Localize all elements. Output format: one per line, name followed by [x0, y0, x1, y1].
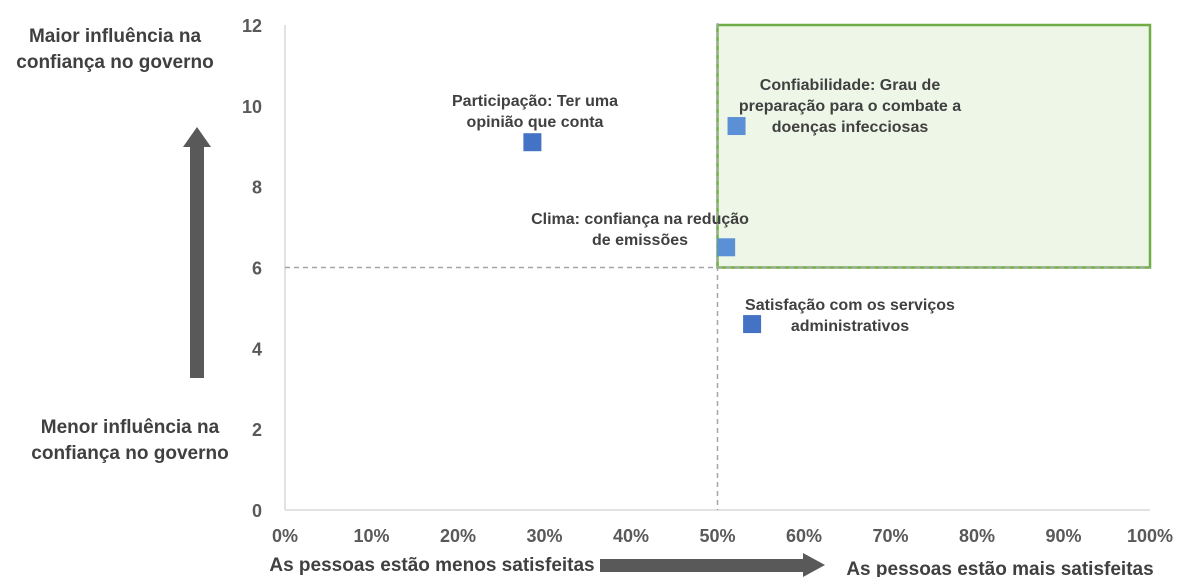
vertical-arrow-shaft [190, 145, 204, 378]
y-tick-label: 0 [252, 501, 262, 521]
y-annotation-high: Maior influência na [29, 26, 202, 47]
y-tick-label: 10 [242, 97, 262, 117]
y-annotation-high: confiança no governo [16, 52, 213, 73]
y-annotation-low: confiança no governo [31, 443, 228, 464]
data-label: preparação para o combate a [739, 98, 961, 115]
data-label: de emissões [592, 232, 688, 249]
y-tick-label: 2 [252, 420, 262, 440]
data-label: Confiabilidade: Grau de [760, 77, 941, 94]
data-point [523, 133, 542, 152]
data-label: Satisfação com os serviços [745, 297, 955, 314]
x-tick-label: 0% [272, 526, 298, 546]
data-label: Participação: Ter uma [452, 93, 618, 110]
data-label: opinião que conta [467, 114, 604, 131]
data-label: administrativos [791, 318, 909, 335]
data-point [717, 238, 736, 257]
x-annotation-high: As pessoas estão mais satisfeitas [846, 559, 1153, 577]
plot-area: 0 2 4 6 8 10 12 0% 10% 20% 30% 40% 50% 60% 70% 80% 90% 10… [242, 16, 1173, 546]
x-tick-label: 60% [786, 526, 822, 546]
x-tick-label: 30% [526, 526, 562, 546]
y-tick-label: 12 [242, 16, 262, 36]
data-point [743, 315, 762, 334]
x-annotation-low: As pessoas estão menos satisfeitas [269, 555, 594, 576]
y-annotation-low: Menor influência na [41, 417, 220, 438]
vertical-arrow-head [183, 127, 211, 147]
x-tick-label: 80% [959, 526, 995, 546]
x-tick-label: 90% [1045, 526, 1081, 546]
x-tick-label: 20% [440, 526, 476, 546]
y-tick-label: 8 [252, 178, 262, 198]
annotations: Maior influência na confiança no governo M… [16, 26, 1154, 577]
x-tick-label: 10% [353, 526, 389, 546]
x-tick-label: 50% [699, 526, 735, 546]
x-tick-label: 100% [1127, 526, 1173, 546]
data-label: doenças infecciosas [772, 119, 929, 136]
x-tick-label: 70% [872, 526, 908, 546]
x-tick-label: 40% [613, 526, 649, 546]
y-tick-label: 4 [252, 339, 262, 359]
data-point [727, 117, 746, 136]
y-tick-label: 6 [252, 259, 262, 279]
horizontal-arrow-head [803, 553, 825, 577]
horizontal-arrow-shaft [600, 559, 805, 572]
data-label: Clima: confiança na redução [531, 211, 749, 228]
highlight-quadrant [716, 23, 1152, 269]
